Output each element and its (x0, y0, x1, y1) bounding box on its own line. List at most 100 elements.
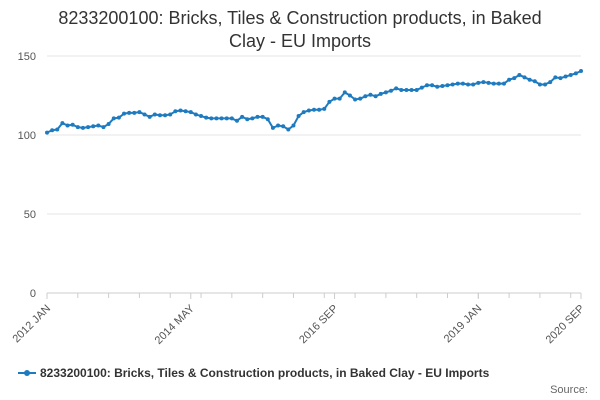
data-point[interactable] (399, 87, 404, 92)
data-point[interactable] (430, 83, 435, 88)
data-point[interactable] (75, 125, 80, 130)
data-point[interactable] (476, 80, 481, 85)
data-point[interactable] (80, 125, 85, 130)
data-point[interactable] (527, 77, 532, 82)
data-point[interactable] (563, 74, 568, 79)
data-point[interactable] (383, 90, 388, 95)
data-point[interactable] (496, 81, 501, 86)
data-point[interactable] (224, 116, 229, 121)
data-point[interactable] (188, 110, 193, 115)
data-point[interactable] (106, 121, 111, 126)
data-point[interactable] (312, 107, 316, 112)
data-point[interactable] (65, 123, 70, 128)
data-point[interactable] (209, 116, 214, 121)
data-point[interactable] (50, 128, 55, 133)
data-point[interactable] (132, 110, 137, 115)
data-point[interactable] (137, 110, 142, 115)
data-point[interactable] (342, 90, 347, 95)
data-point[interactable] (250, 116, 255, 121)
legend[interactable]: 8233200100: Bricks, Tiles & Construction… (18, 366, 489, 380)
data-point[interactable] (122, 111, 127, 116)
data-point[interactable] (291, 123, 296, 128)
data-point[interactable] (373, 94, 378, 99)
data-point[interactable] (168, 112, 173, 117)
data-point[interactable] (378, 91, 383, 96)
data-point[interactable] (517, 72, 522, 77)
data-point[interactable] (394, 86, 399, 91)
data-point[interactable] (96, 123, 101, 128)
data-point[interactable] (157, 113, 162, 118)
data-point[interactable] (163, 113, 168, 118)
data-point[interactable] (111, 116, 116, 121)
data-point[interactable] (142, 112, 147, 117)
data-point[interactable] (255, 114, 260, 119)
data-point[interactable] (45, 130, 49, 135)
data-point[interactable] (579, 69, 583, 74)
data-point[interactable] (147, 114, 152, 119)
data-point[interactable] (409, 87, 414, 92)
data-point[interactable] (276, 123, 281, 128)
data-point[interactable] (127, 110, 132, 115)
data-point[interactable] (358, 96, 363, 101)
data-point[interactable] (281, 124, 286, 129)
data-point[interactable] (537, 82, 542, 87)
data-point[interactable] (337, 96, 342, 101)
data-point[interactable] (522, 75, 527, 80)
data-point[interactable] (116, 115, 121, 120)
data-point[interactable] (199, 114, 204, 119)
data-point[interactable] (193, 112, 198, 117)
data-point[interactable] (317, 107, 322, 112)
data-point[interactable] (183, 109, 188, 114)
data-point[interactable] (70, 122, 75, 127)
data-point[interactable] (214, 116, 219, 121)
data-point[interactable] (501, 81, 506, 86)
data-point[interactable] (60, 121, 65, 126)
data-point[interactable] (558, 76, 563, 81)
data-point[interactable] (245, 117, 250, 122)
data-point[interactable] (265, 117, 270, 122)
data-point[interactable] (481, 80, 486, 85)
data-point[interactable] (332, 96, 337, 101)
data-point[interactable] (507, 77, 512, 82)
data-point[interactable] (553, 75, 558, 80)
data-point[interactable] (435, 84, 440, 89)
data-point[interactable] (440, 84, 445, 89)
data-point[interactable] (327, 99, 332, 104)
data-point[interactable] (55, 127, 60, 132)
data-point[interactable] (543, 82, 548, 87)
data-point[interactable] (91, 124, 96, 129)
data-point[interactable] (491, 81, 496, 86)
data-point[interactable] (152, 112, 157, 117)
data-point[interactable] (270, 125, 275, 130)
data-point[interactable] (204, 115, 209, 120)
data-point[interactable] (389, 88, 394, 93)
data-point[interactable] (512, 76, 517, 81)
data-point[interactable] (347, 93, 352, 98)
data-point[interactable] (414, 87, 419, 92)
data-point[interactable] (306, 108, 311, 113)
data-point[interactable] (296, 114, 301, 119)
data-point[interactable] (363, 94, 368, 99)
data-point[interactable] (548, 80, 553, 85)
series-layer[interactable] (45, 69, 583, 135)
data-point[interactable] (568, 72, 573, 77)
data-point[interactable] (424, 83, 429, 88)
data-point[interactable] (445, 83, 450, 88)
data-point[interactable] (260, 114, 265, 119)
data-point[interactable] (486, 80, 491, 85)
data-point[interactable] (471, 82, 476, 87)
data-point[interactable] (86, 125, 91, 130)
data-point[interactable] (240, 114, 245, 119)
data-point[interactable] (173, 109, 178, 114)
data-point[interactable] (460, 81, 465, 86)
data-point[interactable] (450, 82, 455, 87)
data-point[interactable] (368, 92, 373, 97)
data-point[interactable] (301, 110, 306, 115)
data-point[interactable] (229, 116, 234, 121)
data-point[interactable] (101, 125, 106, 130)
data-point[interactable] (404, 87, 409, 92)
data-point[interactable] (466, 82, 471, 87)
data-point[interactable] (455, 81, 460, 86)
data-point[interactable] (573, 71, 578, 76)
data-point[interactable] (419, 85, 424, 90)
